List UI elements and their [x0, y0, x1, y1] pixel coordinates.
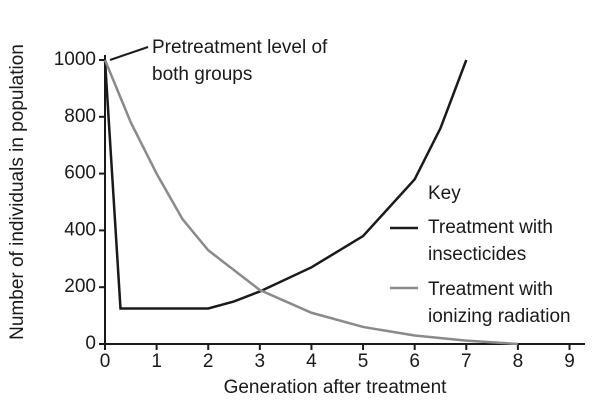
x-tick-label: 2: [203, 351, 214, 372]
x-tick-label: 0: [100, 351, 111, 372]
x-tick-label: 5: [358, 351, 369, 372]
y-tick-label: 600: [64, 163, 96, 184]
annotation: Pretreatment level of both groups: [152, 37, 328, 85]
annotation-pointer: [109, 46, 149, 61]
line-series: [103, 59, 468, 310]
x-tick-label: 7: [461, 351, 472, 372]
y-tick-label: 1000: [54, 49, 96, 70]
x-tick-label: 8: [513, 351, 524, 372]
y-tick-label: 200: [64, 276, 96, 297]
x-tick-label: 9: [564, 351, 575, 372]
x-tick-label: 1: [151, 351, 162, 372]
y-axis-label: Number of individuals in population: [7, 44, 28, 340]
x-axis-label: Generation after treatment: [224, 377, 448, 398]
legend-label: Treatment with ionizing radiation: [428, 279, 571, 327]
y-tick-label: 0: [85, 333, 96, 354]
legend-title: Key: [428, 183, 461, 204]
x-tick-label: 3: [255, 351, 266, 372]
y-tick-label: 400: [64, 219, 96, 240]
x-tick-label: 6: [409, 351, 420, 372]
y-tick-label: 800: [64, 106, 96, 127]
x-tick-label: 4: [306, 351, 317, 372]
line-series: [103, 59, 518, 346]
legend-label: Treatment with insecticides: [428, 217, 553, 265]
